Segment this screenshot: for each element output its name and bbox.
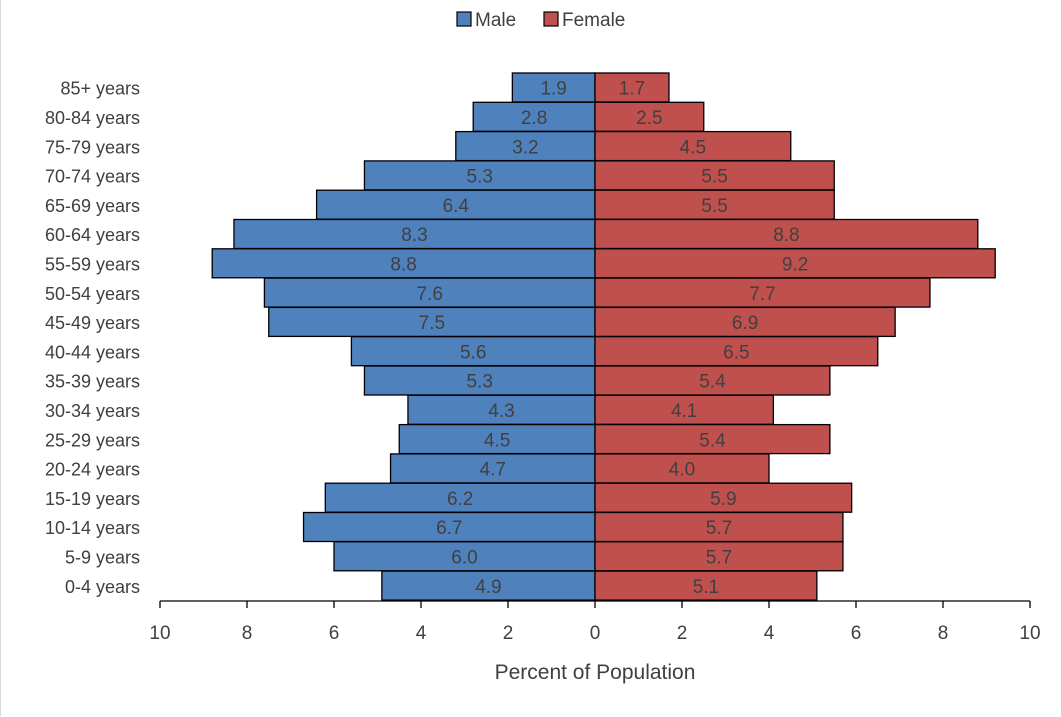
category-label: 35-39 years [45, 372, 140, 392]
female-data-label: 5.9 [710, 489, 736, 510]
category-label: 10-14 years [45, 518, 140, 538]
male-data-label: 1.9 [540, 79, 566, 100]
female-bar [594, 248, 996, 279]
female-data-label: 2.5 [636, 108, 662, 129]
x-tick-label: 2 [503, 623, 514, 644]
male-data-label: 8.3 [401, 225, 427, 246]
male-bar [324, 482, 596, 513]
category-label: 30-34 years [45, 401, 140, 421]
female-data-label: 5.4 [699, 430, 726, 451]
male-bar [211, 248, 596, 279]
x-tick-label: 0 [590, 623, 601, 644]
category-label: 0-4 years [65, 577, 140, 597]
male-bar [407, 394, 596, 425]
female-bar [594, 394, 775, 425]
category-label: 70-74 years [45, 167, 140, 187]
male-bar [350, 336, 596, 367]
male-data-label: 6.4 [443, 196, 470, 217]
female-bar [594, 189, 835, 220]
male-data-label: 7.6 [416, 284, 442, 305]
male-bar [263, 277, 596, 308]
category-label: 80-84 years [45, 108, 140, 128]
female-data-label: 5.5 [701, 196, 727, 217]
female-bar [594, 72, 670, 103]
x-tick-label: 10 [149, 623, 170, 644]
male-bar [233, 218, 596, 250]
male-bar [381, 570, 596, 601]
female-bar [594, 541, 844, 572]
legend-label-male: Male [475, 10, 516, 31]
male-data-label: 6.7 [436, 518, 462, 539]
male-data-label: 8.8 [390, 254, 416, 275]
male-data-label: 6.0 [451, 547, 477, 568]
male-bar [363, 365, 596, 396]
category-label: 55-59 years [45, 254, 140, 274]
female-bar [594, 570, 818, 601]
legend-swatch-male [456, 11, 472, 27]
category-label: 65-69 years [45, 196, 140, 216]
female-bar [594, 453, 770, 484]
category-label: 45-49 years [45, 313, 140, 333]
category-label: 50-54 years [45, 284, 140, 304]
male-data-label: 4.3 [488, 401, 514, 422]
male-data-label: 4.7 [480, 460, 506, 481]
female-bar [594, 306, 896, 338]
legend-label-female: Female [562, 10, 625, 31]
female-data-label: 5.7 [706, 518, 732, 539]
x-tick-label: 4 [764, 623, 775, 644]
female-data-label: 9.2 [782, 254, 808, 275]
x-tick-label: 4 [416, 623, 427, 644]
male-data-label: 4.9 [475, 577, 501, 598]
female-bar [594, 336, 879, 367]
male-data-label: 2.8 [521, 108, 547, 129]
x-tick-label: 10 [1019, 623, 1040, 644]
male-bar [315, 189, 596, 220]
x-tick-label: 6 [329, 623, 340, 644]
female-data-label: 6.5 [723, 342, 749, 363]
female-bar [594, 277, 931, 308]
male-data-label: 7.5 [419, 313, 445, 334]
male-data-label: 5.3 [467, 167, 493, 188]
female-bar [594, 482, 853, 513]
female-bar [594, 423, 831, 455]
x-tick-label: 6 [851, 623, 862, 644]
female-data-label: 5.5 [701, 167, 727, 188]
x-axis-title: Percent of Population [495, 661, 696, 684]
male-bar [389, 453, 596, 484]
category-label: 15-19 years [45, 489, 140, 509]
x-tick-label: 8 [938, 623, 949, 644]
female-data-label: 4.5 [680, 137, 706, 158]
x-tick-label: 8 [242, 623, 253, 644]
female-data-label: 6.9 [732, 313, 758, 334]
female-data-label: 8.8 [773, 225, 799, 246]
x-tick-label: 2 [677, 623, 688, 644]
male-data-label: 4.5 [484, 430, 510, 451]
male-data-label: 6.2 [447, 489, 473, 510]
male-data-label: 5.3 [467, 372, 493, 393]
female-data-label: 5.4 [699, 372, 726, 393]
male-data-label: 5.6 [460, 342, 486, 363]
category-label: 60-64 years [45, 225, 140, 245]
legend-swatch-female [543, 11, 559, 27]
category-label: 40-44 years [45, 342, 140, 362]
female-data-label: 4.1 [671, 401, 697, 422]
male-bar [268, 306, 596, 338]
female-data-label: 5.7 [706, 547, 732, 568]
female-data-label: 4.0 [669, 460, 695, 481]
female-data-label: 1.7 [619, 79, 645, 100]
category-label: 20-24 years [45, 460, 140, 480]
category-label: 75-79 years [45, 137, 140, 157]
female-data-label: 5.1 [693, 577, 719, 598]
female-bar [594, 511, 844, 543]
category-label: 25-29 years [45, 430, 140, 450]
female-data-label: 7.7 [749, 284, 775, 305]
category-label: 5-9 years [65, 547, 140, 567]
category-label: 85+ years [60, 79, 140, 99]
male-data-label: 3.2 [512, 137, 538, 158]
